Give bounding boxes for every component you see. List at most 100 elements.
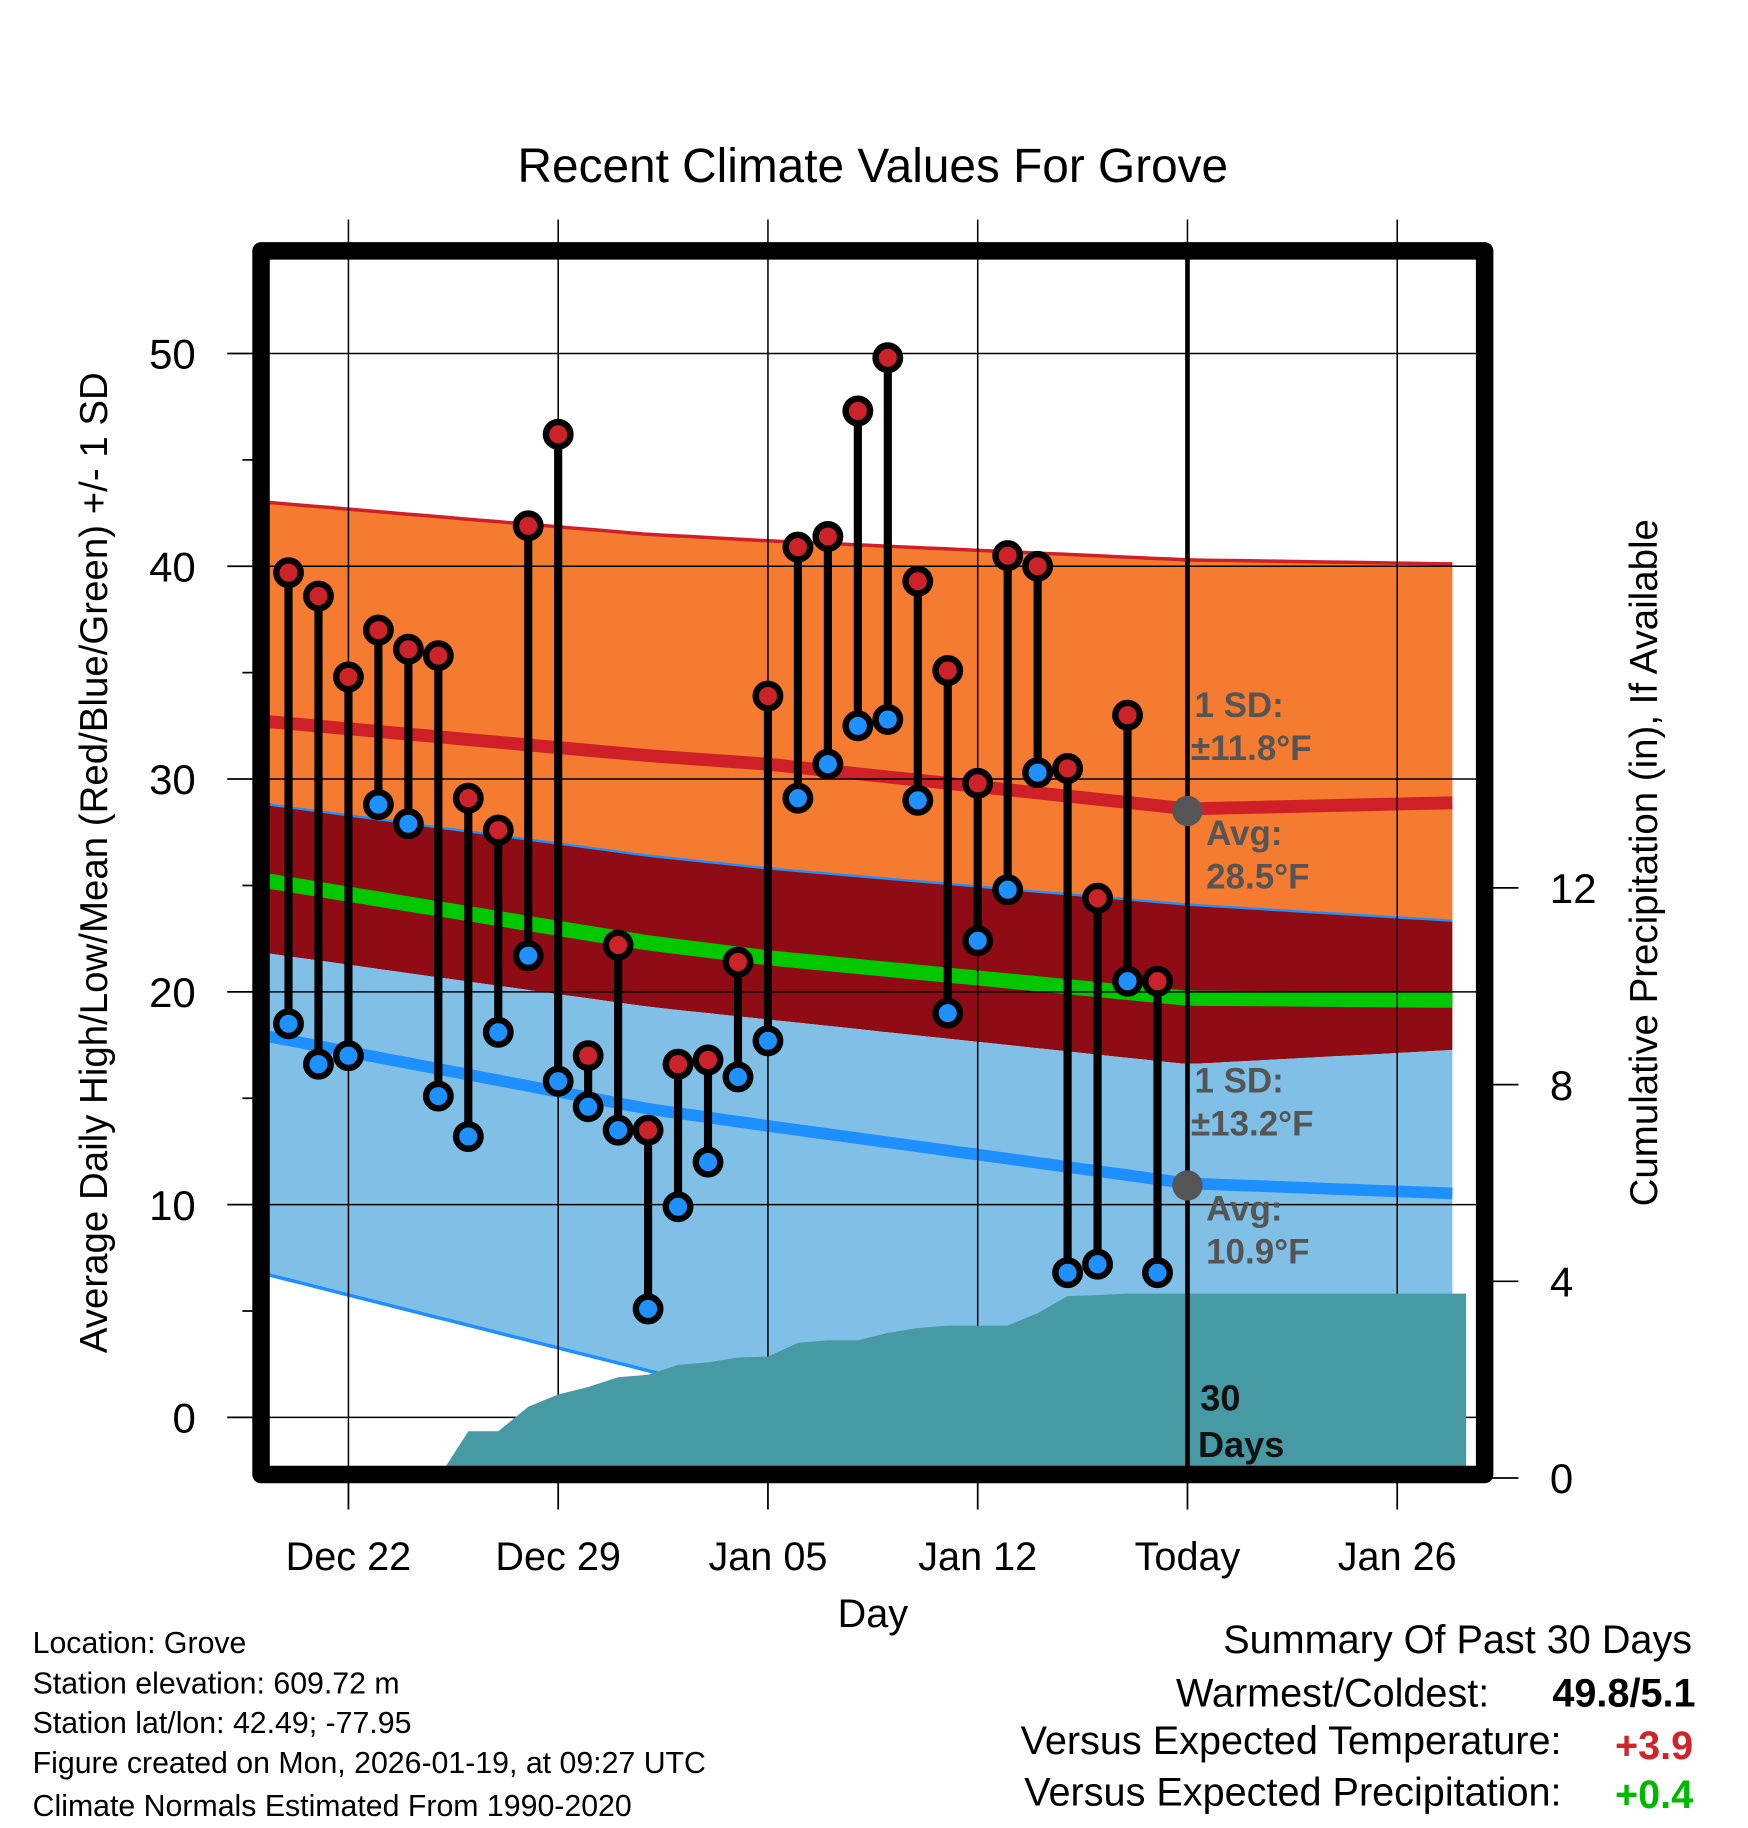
- info-latlon: Station lat/lon: 42.49; -77.95: [33, 1707, 412, 1740]
- low-avg-label: Avg:: [1206, 1189, 1282, 1228]
- chart-title: Recent Climate Values For Grove: [518, 140, 1229, 193]
- high-temp-point: [1022, 550, 1054, 582]
- y2-tick-label: 8: [1550, 1062, 1573, 1109]
- high-temp-point: [992, 540, 1024, 572]
- high-temp-point: [1112, 699, 1143, 731]
- high-avg-marker: [1172, 795, 1203, 827]
- high-temp-point: [812, 521, 844, 552]
- warmest-coldest-label: Warmest/Coldest:: [1176, 1671, 1489, 1715]
- high-temp-point: [692, 1044, 724, 1076]
- high-temp-point: [842, 395, 874, 427]
- y2-tick-label: 4: [1550, 1258, 1573, 1305]
- high-temp-point: [512, 510, 544, 542]
- low-temp-point: [482, 1016, 514, 1048]
- low-temp-point: [602, 1114, 634, 1146]
- high-sd-label: 1 SD:: [1194, 686, 1283, 725]
- low-temp-point: [752, 1025, 784, 1057]
- high-temp-point: [273, 557, 304, 589]
- info-elevation: Station elevation: 609.72 m: [33, 1668, 400, 1701]
- low-temp-point: [1112, 965, 1143, 997]
- high-temp-point: [1082, 882, 1114, 914]
- low-temp-point: [842, 710, 874, 742]
- low-temp-point: [1052, 1257, 1084, 1289]
- low-temp-point: [512, 940, 544, 972]
- temp-departure-label: Versus Expected Temperature:: [1021, 1719, 1562, 1763]
- high-temp-point: [962, 767, 994, 799]
- x-tick-label: Jan 26: [1338, 1535, 1457, 1579]
- high-temp-point: [482, 814, 514, 846]
- x-tick-label: Today: [1135, 1535, 1241, 1579]
- low-temp-point: [692, 1146, 724, 1178]
- period-unit: Days: [1198, 1424, 1284, 1465]
- high-temp-point: [902, 565, 934, 597]
- high-temp-point: [362, 614, 394, 646]
- low-temp-point: [782, 782, 814, 814]
- high-temp-point: [452, 782, 484, 814]
- low-temp-point: [872, 704, 904, 735]
- cumulative-precip-area: [445, 1293, 1467, 1467]
- y-tick-label: 10: [149, 1182, 196, 1229]
- info-normals: Climate Normals Estimated From 1990-2020: [33, 1790, 632, 1823]
- low-temp-point: [392, 808, 424, 840]
- y2-tick-label: 12: [1550, 865, 1597, 912]
- low-temp-point: [1082, 1248, 1114, 1280]
- low-temp-point: [542, 1065, 574, 1097]
- y-tick-label: 50: [149, 331, 196, 378]
- low-temp-point: [932, 997, 964, 1029]
- low-sd-value: ±13.2°F: [1191, 1104, 1314, 1143]
- low-temp-point: [452, 1121, 484, 1152]
- y2-axis-label: Cumulative Precipitation (in), If Availa…: [1623, 519, 1666, 1206]
- plot-border: [252, 242, 1494, 1484]
- low-temp-point: [1022, 757, 1054, 789]
- summary-title: Summary Of Past 30 Days: [1223, 1618, 1692, 1662]
- low-temp-point: [962, 925, 994, 957]
- normal-high-line: [269, 715, 1453, 816]
- high-temp-point: [332, 661, 364, 693]
- high-temp-point: [303, 580, 334, 612]
- y-tick-label: 30: [149, 756, 196, 803]
- low-temp-point: [632, 1293, 664, 1325]
- high-temp-point: [632, 1114, 664, 1146]
- high-sd-value: ±11.8°F: [1191, 729, 1312, 768]
- y-tick-label: 20: [149, 969, 196, 1016]
- low-temp-point: [1142, 1257, 1173, 1289]
- low-temp-point: [572, 1091, 604, 1123]
- high-temp-point: [872, 342, 904, 374]
- precipitation-area: [445, 1293, 1467, 1467]
- summary: Summary Of Past 30 Days Warmest/Coldest:…: [1021, 1618, 1696, 1817]
- low-temp-point: [812, 748, 844, 780]
- high-temp-point: [542, 418, 574, 450]
- low-sd-label: 1 SD:: [1194, 1061, 1283, 1100]
- period-number: 30: [1200, 1377, 1240, 1418]
- axes: 0 10 20 30 40 50 0 4 8 12 Dec 22 Dec 29 Jan 05 Jan 12…: [149, 331, 1596, 1579]
- high-temp-point: [662, 1048, 694, 1080]
- low-avg-value: 10.9°F: [1206, 1233, 1309, 1272]
- annotations: 1 SD: ±11.8°F Avg: 28.5°F 1 SD: ±13.2°F …: [1172, 259, 1314, 1467]
- high-temp-point: [782, 531, 814, 563]
- low-temp-point: [722, 1061, 754, 1093]
- x-tick-label: Dec 29: [495, 1535, 621, 1579]
- high-temp-point: [722, 946, 754, 978]
- high-temp-point: [1142, 965, 1173, 997]
- low-temp-point: [902, 784, 934, 816]
- x-tick-label: Dec 22: [286, 1535, 412, 1579]
- low-temp-point: [362, 789, 394, 821]
- low-temp-point: [332, 1040, 364, 1072]
- low-temp-point: [992, 874, 1024, 906]
- station-info: Location: Grove Station elevation: 609.7…: [33, 1627, 706, 1823]
- y-tick-label: 40: [149, 543, 196, 590]
- high-temp-point: [1052, 752, 1084, 784]
- high-avg-label: Avg:: [1206, 814, 1282, 853]
- high-temp-point: [572, 1040, 604, 1072]
- low-temp-point: [422, 1080, 454, 1112]
- y-tick-label: 0: [172, 1395, 195, 1442]
- x-axis-label: Day: [838, 1592, 909, 1636]
- high-avg-value: 28.5°F: [1206, 857, 1309, 896]
- observed-temperatures: [273, 342, 1173, 1325]
- plot-frame: [252, 242, 1494, 1484]
- info-created: Figure created on Mon, 2026-01-19, at 09…: [33, 1747, 706, 1780]
- high-temp-point: [392, 633, 424, 665]
- low-temp-point: [662, 1191, 694, 1223]
- temp-departure-value: +3.9: [1615, 1724, 1693, 1768]
